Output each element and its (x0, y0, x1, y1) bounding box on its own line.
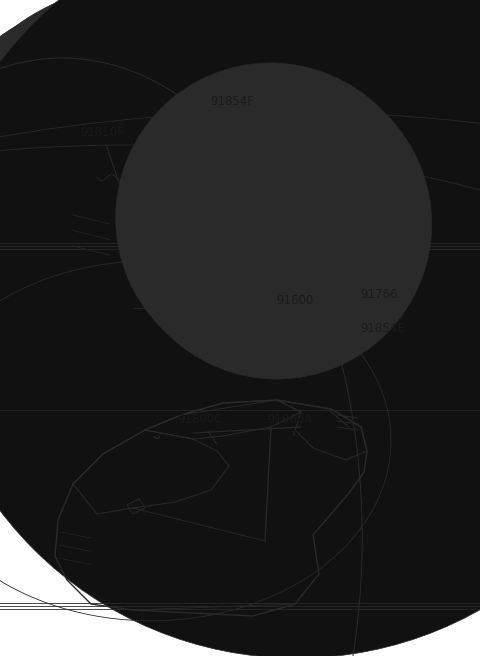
Circle shape (0, 0, 314, 361)
Circle shape (116, 63, 426, 373)
Circle shape (0, 1, 295, 373)
Text: 91854F: 91854F (210, 95, 254, 163)
Text: 91800C: 91800C (177, 413, 223, 443)
Text: 91600: 91600 (276, 271, 313, 307)
Polygon shape (288, 230, 300, 270)
Bar (0, 246, 480, 605)
Text: 91810F: 91810F (80, 126, 124, 184)
Text: 91766: 91766 (360, 287, 397, 300)
Circle shape (122, 69, 432, 379)
Text: 91854E: 91854E (360, 321, 405, 335)
Bar (0, 249, 480, 609)
Bar (0, 243, 480, 603)
Circle shape (0, 0, 326, 354)
Text: 91960A: 91960A (267, 413, 312, 436)
